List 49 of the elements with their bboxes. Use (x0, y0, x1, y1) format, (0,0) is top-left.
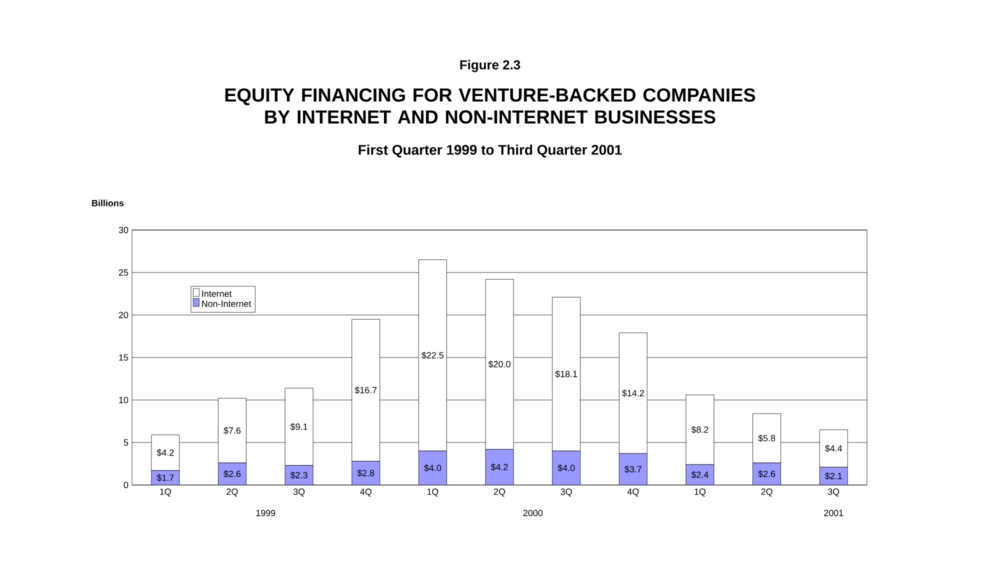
data-label: $2.4 (691, 471, 708, 478)
x-tick-label: 4Q (627, 488, 639, 496)
y-tick-label: 0 (124, 482, 128, 488)
chart-title: EQUITY FINANCING FOR VENTURE-BACKED COMPANIES BY INTERNET AND NON-INTERNET BUSINESSES (225, 88, 756, 124)
x-tick-label: 2Q (761, 488, 772, 496)
x-tick-label: 2Q (226, 488, 238, 496)
data-label: $7.6 (224, 426, 241, 434)
text: 1999 (256, 510, 276, 516)
data-label: $2.6 (758, 470, 776, 478)
data-label: $4.4 (824, 444, 842, 452)
y-tick-label: 15 (119, 354, 128, 361)
y-tick-label: 25 (118, 269, 128, 276)
legend-label: Non-Internet (202, 300, 252, 307)
text: 2000 (523, 510, 543, 516)
x-tick-label: 3Q (560, 488, 572, 496)
data-label: $8.2 (691, 426, 708, 434)
data-label: $4.2 (490, 464, 508, 471)
x-tick-label: 1Q (694, 488, 706, 496)
data-label: $2.8 (357, 469, 374, 477)
x-tick-label: 1Q (427, 488, 438, 496)
data-label: $2.1 (824, 472, 842, 480)
x-tick-label: 2Q (494, 488, 506, 496)
data-label: $4.0 (424, 464, 442, 472)
data-label: $18.1 (555, 370, 578, 378)
data-label: $4.0 (558, 464, 575, 472)
data-label: $2.6 (224, 470, 241, 478)
data-label: $5.8 (758, 434, 776, 442)
y-tick-label: 10 (119, 396, 128, 404)
y-tick-label: 30 (118, 226, 128, 234)
data-label: $3.7 (624, 466, 642, 473)
x-tick-label: 1Q (160, 488, 171, 496)
data-label: $20.0 (488, 360, 510, 368)
x-tick-label: 3Q (293, 488, 305, 496)
text: 2001 (824, 510, 844, 516)
x-tick-label: 3Q (828, 488, 840, 496)
y-tick-label: 5 (124, 439, 128, 446)
data-label: $4.2 (156, 449, 174, 456)
data-label: $16.7 (354, 386, 377, 394)
data-label: $9.1 (290, 423, 308, 430)
data-label: $14.2 (622, 390, 644, 397)
x-tick-label: 4Q (360, 488, 372, 496)
y-axis-title: Billions (92, 200, 124, 206)
legend-label: Internet (202, 290, 232, 297)
data-label: $22.5 (422, 352, 444, 360)
data-label: $2.3 (290, 472, 308, 479)
chart-subtitle: First Quarter 1999 to Third Quarter 2001 (358, 144, 622, 158)
y-tick-label: 20 (118, 312, 128, 318)
data-label: $1.7 (156, 474, 174, 482)
caption: Figure 2.3 (460, 60, 520, 72)
